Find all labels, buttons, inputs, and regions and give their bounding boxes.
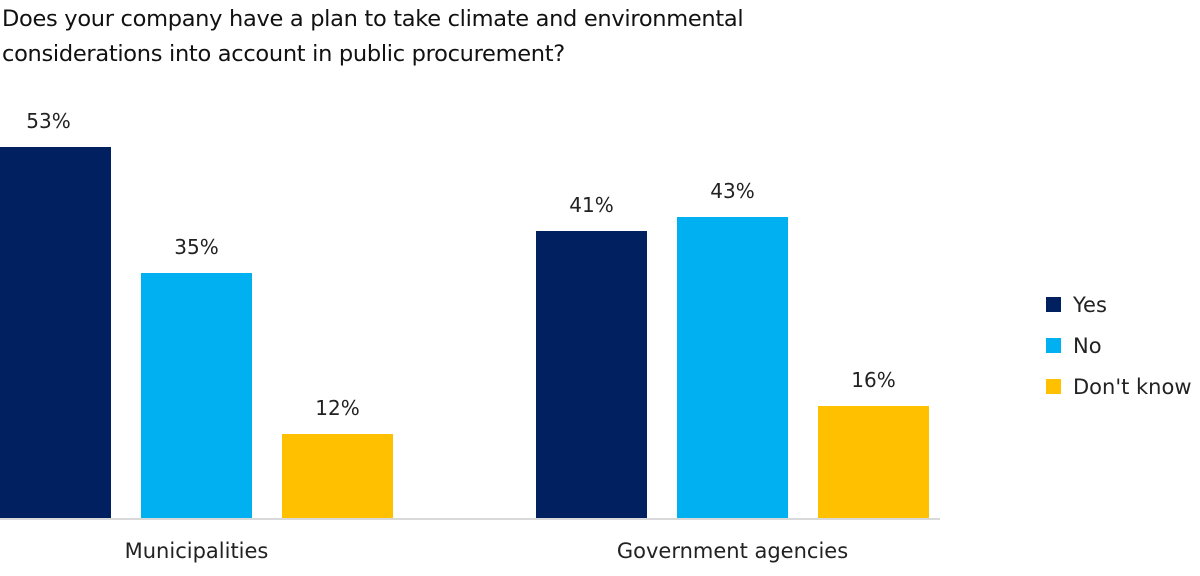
legend-swatch-no (1046, 338, 1061, 353)
data-label-government-agencies-yes: 41% (569, 193, 613, 217)
legend-label-yes: Yes (1073, 292, 1107, 317)
chart-title: Does your company have a plan to take cl… (2, 2, 902, 72)
data-label-municipalities-don-t-know: 12% (315, 396, 359, 420)
legend-swatch-yes (1046, 297, 1061, 312)
data-label-municipalities-no: 35% (174, 235, 218, 259)
category-label-government-agencies: Government agencies (617, 539, 848, 563)
legend-label-dont-know: Don't know (1073, 374, 1192, 399)
legend: Yes No Don't know (1046, 284, 1192, 407)
bars-group (0, 147, 929, 518)
category-labels-group: Municipalities Government agencies (125, 539, 849, 563)
legend-swatch-dont-know (1046, 379, 1061, 394)
legend-label-no: No (1073, 333, 1102, 358)
data-label-government-agencies-no: 43% (710, 179, 754, 203)
data-labels-group: 53% 35% 12% 41% 43% 16% (26, 109, 895, 420)
bar-municipalities-no (141, 273, 252, 518)
chart-title-line-1: Does your company have a plan to take cl… (2, 6, 744, 32)
bar-government-agencies-yes (536, 231, 647, 518)
bar-municipalities-yes (0, 147, 111, 518)
legend-item-yes: Yes (1046, 284, 1192, 325)
legend-item-dont-know: Don't know (1046, 366, 1192, 407)
bar-government-agencies-don-t-know (818, 406, 929, 518)
category-label-municipalities: Municipalities (125, 539, 269, 563)
bar-municipalities-don-t-know (282, 434, 393, 518)
legend-item-no: No (1046, 325, 1192, 366)
data-label-municipalities-yes: 53% (26, 109, 70, 133)
chart-title-line-2: considerations into account in public pr… (2, 41, 565, 67)
bar-government-agencies-no (677, 217, 788, 518)
data-label-government-agencies-don-t-know: 16% (851, 368, 895, 392)
